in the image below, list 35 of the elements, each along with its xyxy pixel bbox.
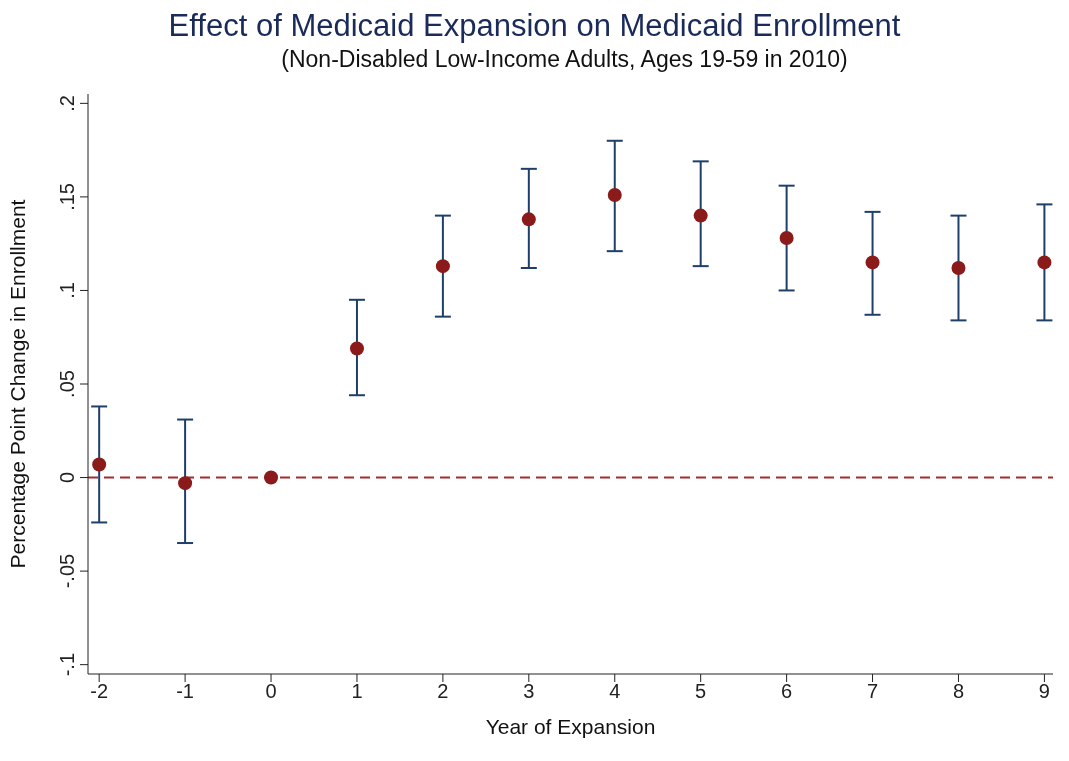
y-axis-title: Percentage Point Change in Enrollment: [6, 199, 30, 569]
x-tick-label: 5: [695, 680, 707, 703]
x-tick-label: -2: [90, 680, 109, 703]
y-tick-label: .15: [56, 183, 78, 211]
y-tick-label: -.1: [56, 652, 78, 677]
point: [264, 470, 279, 485]
x-tick-label: 7: [866, 680, 879, 703]
x-tick-label: 3: [523, 680, 535, 703]
y-tick-label: .2: [56, 95, 78, 112]
point: [349, 341, 364, 356]
y-tick-label: -.05: [56, 553, 78, 589]
point: [951, 261, 966, 275]
x-tick-label: 0: [265, 680, 277, 703]
x-tick-label: 6: [781, 680, 793, 703]
x-axis-title: Year of Expansion: [485, 715, 656, 738]
x-tick-label: 2: [437, 680, 449, 703]
x-tick-label: 9: [1038, 680, 1050, 703]
x-tick-label: 4: [609, 680, 621, 703]
chart-subtitle: (Non-Disabled Low-Income Adults, Ages 19-59 in 2010): [280, 45, 849, 74]
point: [693, 208, 708, 223]
y-tick-label: .1: [56, 282, 78, 299]
point: [521, 212, 536, 227]
point: [92, 457, 107, 472]
point: [435, 259, 450, 274]
point: [178, 476, 193, 491]
x-tick-label: 8: [952, 680, 965, 703]
point: [1037, 255, 1052, 270]
point: [607, 188, 622, 203]
y-tick-label: 0: [56, 471, 78, 484]
point: [865, 255, 880, 270]
y-tick-label: .05: [56, 370, 78, 398]
x-tick-label: -1: [176, 680, 194, 703]
chart-title: Effect of Medicaid Expansion on Medicaid Enrollment: [167, 8, 902, 44]
point: [779, 231, 794, 246]
x-tick-label: 1: [351, 680, 363, 703]
